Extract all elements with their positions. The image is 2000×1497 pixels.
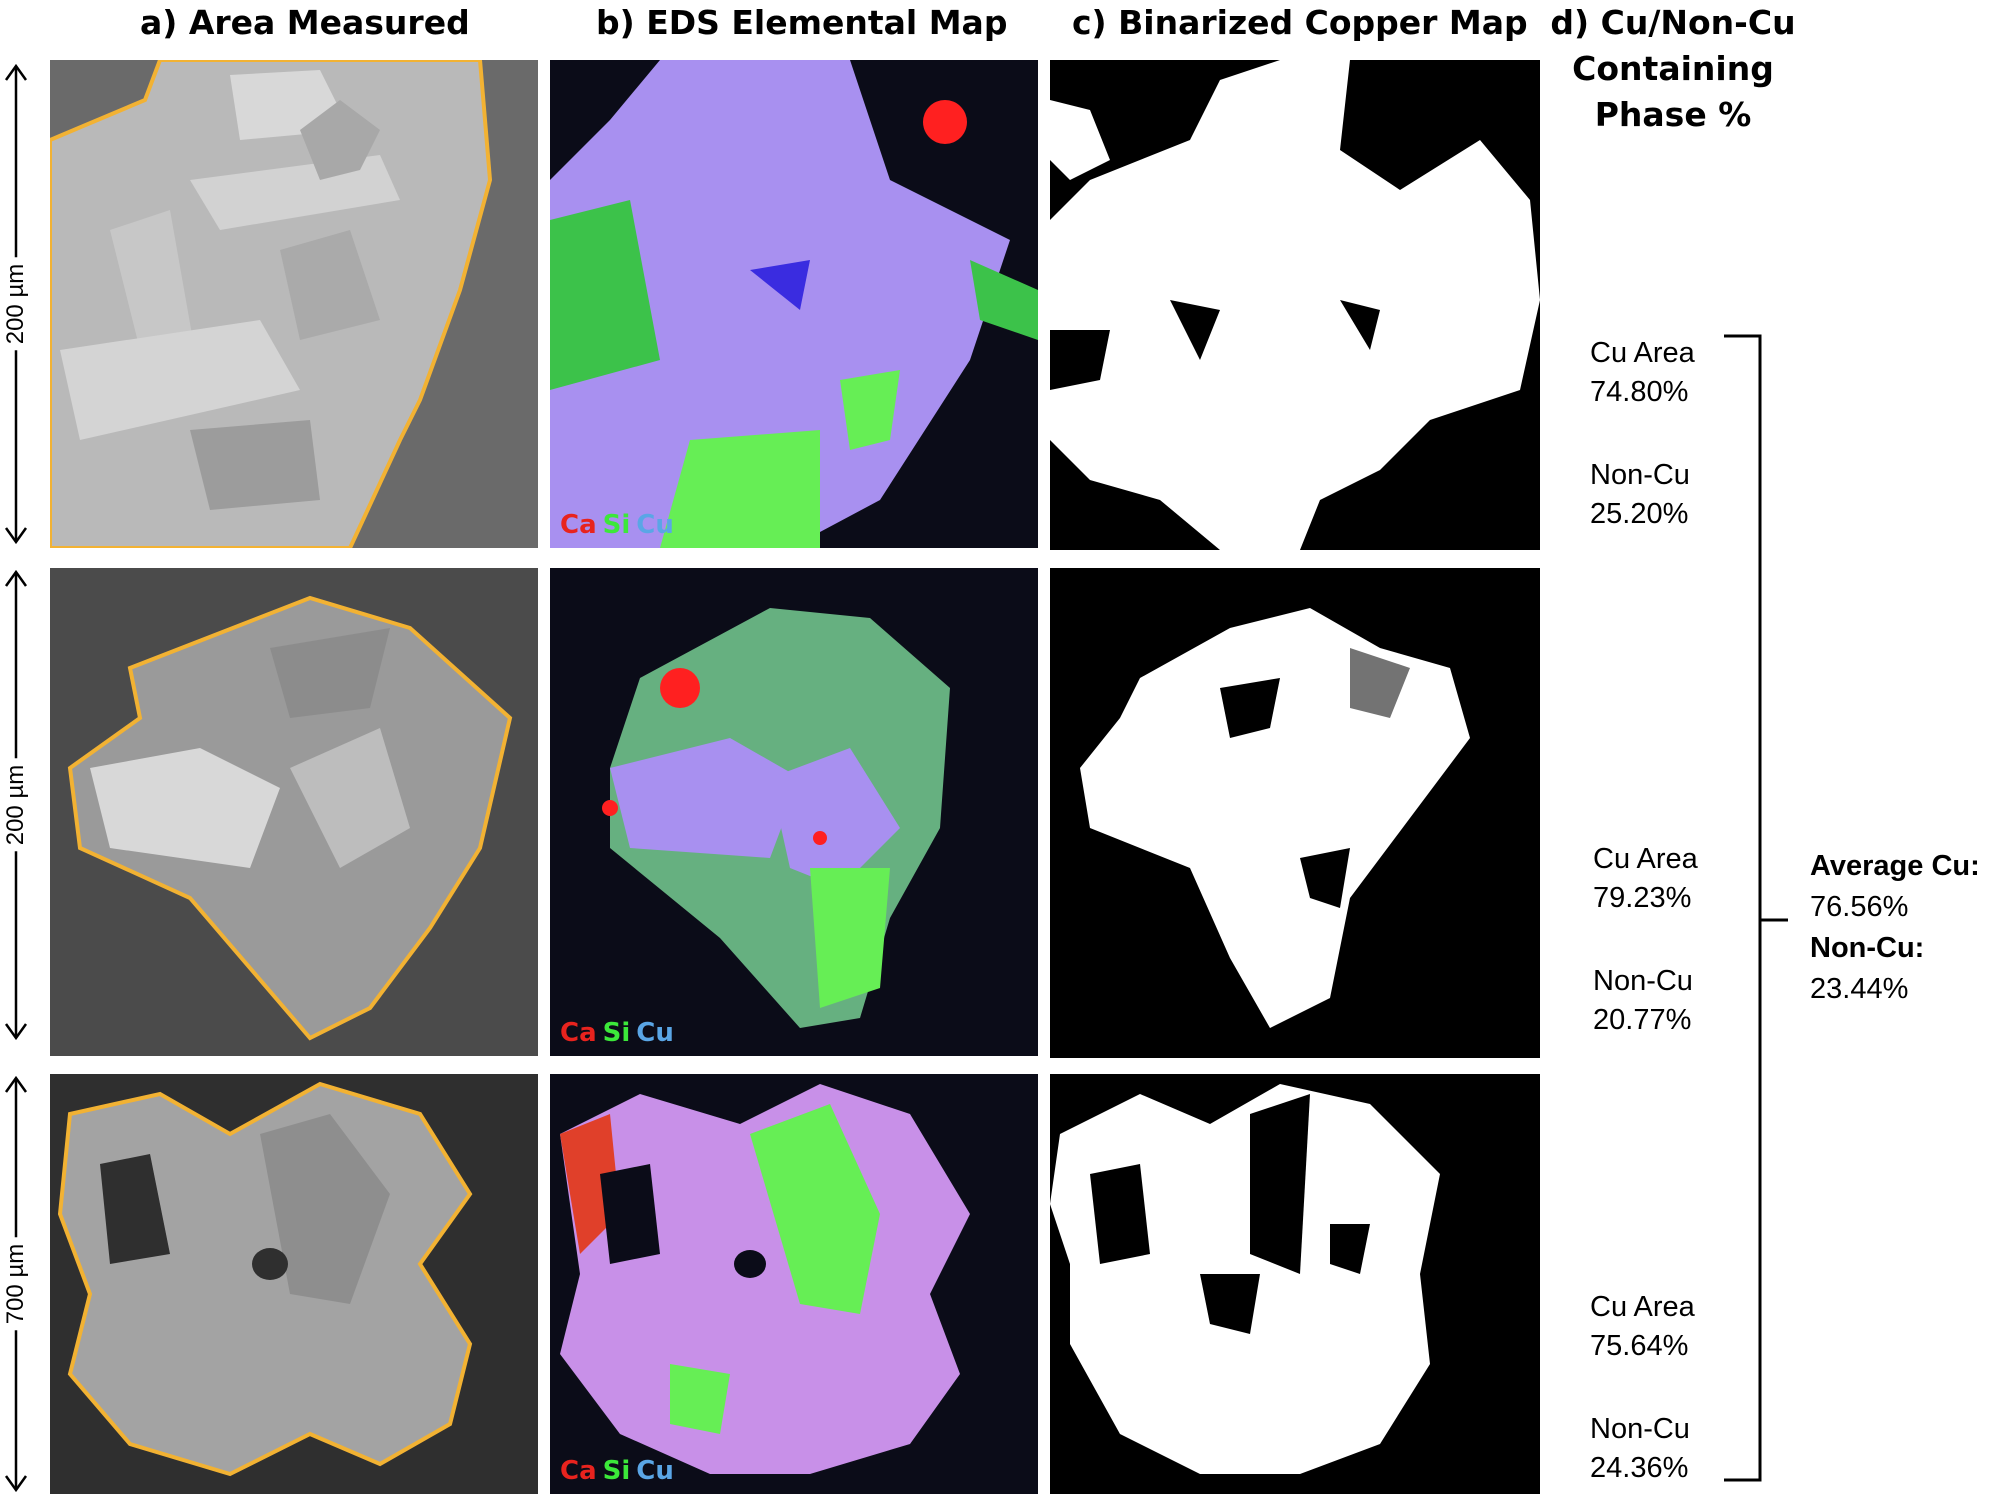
header-cu-phase-percent: d) Cu/Non-Cu Containing Phase % <box>1550 3 1796 134</box>
cu-area-value: 74.80% <box>1590 376 1689 408</box>
scale-label: 200 µm <box>2 758 30 852</box>
scale-label: 200 µm <box>2 257 30 351</box>
cu-area-value: 79.23% <box>1593 882 1692 914</box>
legend-cu: Cu <box>636 1018 674 1048</box>
header-binarized-map: c) Binarized Copper Map <box>1072 3 1528 42</box>
average-summary: Average Cu: 76.56% Non-Cu: 23.44% <box>1810 846 1980 1010</box>
legend-ca: Ca <box>560 510 597 540</box>
non-cu-value: 20.77% <box>1593 1004 1692 1036</box>
binary-map-row3 <box>1050 1074 1540 1494</box>
legend-cu: Cu <box>636 1456 674 1486</box>
eds-map-row2: Ca Si Cu <box>550 568 1038 1056</box>
eds-map-row1: Ca Si Cu <box>550 60 1038 548</box>
average-cu-label: Average Cu: <box>1810 850 1980 882</box>
legend-si: Si <box>602 1456 631 1486</box>
sem-image-row3 <box>50 1074 538 1494</box>
legend-cu: Cu <box>636 510 674 540</box>
result-row3: Cu Area 75.64% Non-Cu 24.36% <box>1590 1288 1695 1488</box>
average-non-cu-label: Non-Cu: <box>1810 932 1925 964</box>
sem-image-row2 <box>50 568 538 1056</box>
scale-bar-row1: 200 µm <box>0 62 32 546</box>
scale-bar-row2: 200 µm <box>0 568 32 1042</box>
non-cu-label: Non-Cu <box>1593 965 1693 997</box>
result-row1: Cu Area 74.80% Non-Cu 25.20% <box>1590 334 1695 534</box>
cu-area-label: Cu Area <box>1593 843 1698 875</box>
legend-ca: Ca <box>560 1456 597 1486</box>
legend-si: Si <box>602 510 631 540</box>
cu-area-label: Cu Area <box>1590 337 1695 369</box>
cu-area-label: Cu Area <box>1590 1291 1695 1323</box>
header-area-measured: a) Area Measured <box>140 3 470 42</box>
element-legend: Ca Si Cu <box>560 1456 680 1486</box>
result-row2: Cu Area 79.23% Non-Cu 20.77% <box>1593 840 1698 1040</box>
cu-area-value: 75.64% <box>1590 1330 1689 1362</box>
bracket-connector <box>1724 334 1788 1482</box>
non-cu-value: 24.36% <box>1590 1452 1689 1484</box>
legend-si: Si <box>602 1018 631 1048</box>
binary-map-row2 <box>1050 568 1540 1058</box>
average-non-cu-value: 23.44% <box>1810 973 1909 1005</box>
scale-bar-row3: 700 µm <box>0 1074 32 1494</box>
eds-map-row3: Ca Si Cu <box>550 1074 1038 1494</box>
average-cu-value: 76.56% <box>1810 891 1909 923</box>
header-eds-map: b) EDS Elemental Map <box>596 3 1008 42</box>
scale-label: 700 µm <box>2 1237 30 1331</box>
non-cu-label: Non-Cu <box>1590 459 1690 491</box>
legend-ca: Ca <box>560 1018 597 1048</box>
sem-image-row1 <box>50 60 538 548</box>
binary-map-row1 <box>1050 60 1540 550</box>
element-legend: Ca Si Cu <box>560 510 680 540</box>
non-cu-label: Non-Cu <box>1590 1413 1690 1445</box>
non-cu-value: 25.20% <box>1590 498 1689 530</box>
element-legend: Ca Si Cu <box>560 1018 680 1048</box>
